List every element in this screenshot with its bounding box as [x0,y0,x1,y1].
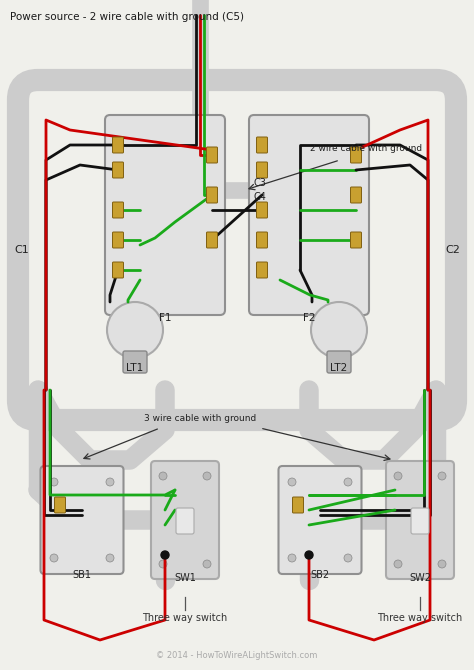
FancyBboxPatch shape [249,115,369,315]
FancyBboxPatch shape [256,262,267,278]
Text: C4: C4 [254,192,266,202]
FancyBboxPatch shape [207,232,218,248]
FancyBboxPatch shape [350,232,362,248]
Circle shape [106,554,114,562]
FancyBboxPatch shape [350,147,362,163]
Text: SB1: SB1 [73,570,91,580]
Text: C2: C2 [446,245,460,255]
Text: LT1: LT1 [127,363,144,373]
Circle shape [203,560,211,568]
FancyBboxPatch shape [411,508,429,534]
FancyBboxPatch shape [207,187,218,203]
Circle shape [344,478,352,486]
Circle shape [305,551,313,559]
FancyBboxPatch shape [112,137,124,153]
Text: F2: F2 [303,313,315,323]
FancyBboxPatch shape [112,202,124,218]
Circle shape [161,551,169,559]
Circle shape [106,478,114,486]
Circle shape [344,554,352,562]
FancyBboxPatch shape [350,187,362,203]
Text: Power source - 2 wire cable with ground (C5): Power source - 2 wire cable with ground … [10,12,244,22]
FancyBboxPatch shape [292,497,303,513]
FancyBboxPatch shape [55,497,65,513]
Circle shape [394,472,402,480]
FancyBboxPatch shape [256,202,267,218]
Text: C1: C1 [15,245,29,255]
FancyBboxPatch shape [256,137,267,153]
Circle shape [311,302,367,358]
Text: Three way switch: Three way switch [377,613,463,623]
Text: Three way switch: Three way switch [142,613,228,623]
Text: C3: C3 [254,178,266,188]
Circle shape [288,554,296,562]
FancyBboxPatch shape [112,262,124,278]
FancyBboxPatch shape [112,162,124,178]
Text: SW2: SW2 [409,573,431,583]
Circle shape [159,472,167,480]
FancyBboxPatch shape [151,461,219,579]
Text: © 2014 - HowToWireALightSwitch.com: © 2014 - HowToWireALightSwitch.com [156,651,318,659]
Circle shape [288,478,296,486]
Circle shape [203,472,211,480]
Text: SB2: SB2 [310,570,329,580]
Text: 2 wire cable with ground: 2 wire cable with ground [310,143,422,153]
FancyBboxPatch shape [112,232,124,248]
FancyBboxPatch shape [123,351,147,373]
Text: LT2: LT2 [330,363,347,373]
Text: SW1: SW1 [174,573,196,583]
Circle shape [438,472,446,480]
Circle shape [159,560,167,568]
Circle shape [107,302,163,358]
FancyBboxPatch shape [256,162,267,178]
FancyBboxPatch shape [176,508,194,534]
Text: F1: F1 [159,313,171,323]
FancyBboxPatch shape [386,461,454,579]
FancyBboxPatch shape [207,147,218,163]
FancyBboxPatch shape [279,466,362,574]
Circle shape [50,554,58,562]
FancyBboxPatch shape [105,115,225,315]
FancyBboxPatch shape [256,232,267,248]
Circle shape [394,560,402,568]
Circle shape [50,478,58,486]
FancyBboxPatch shape [40,466,124,574]
FancyBboxPatch shape [327,351,351,373]
Circle shape [438,560,446,568]
Text: 3 wire cable with ground: 3 wire cable with ground [144,413,256,423]
